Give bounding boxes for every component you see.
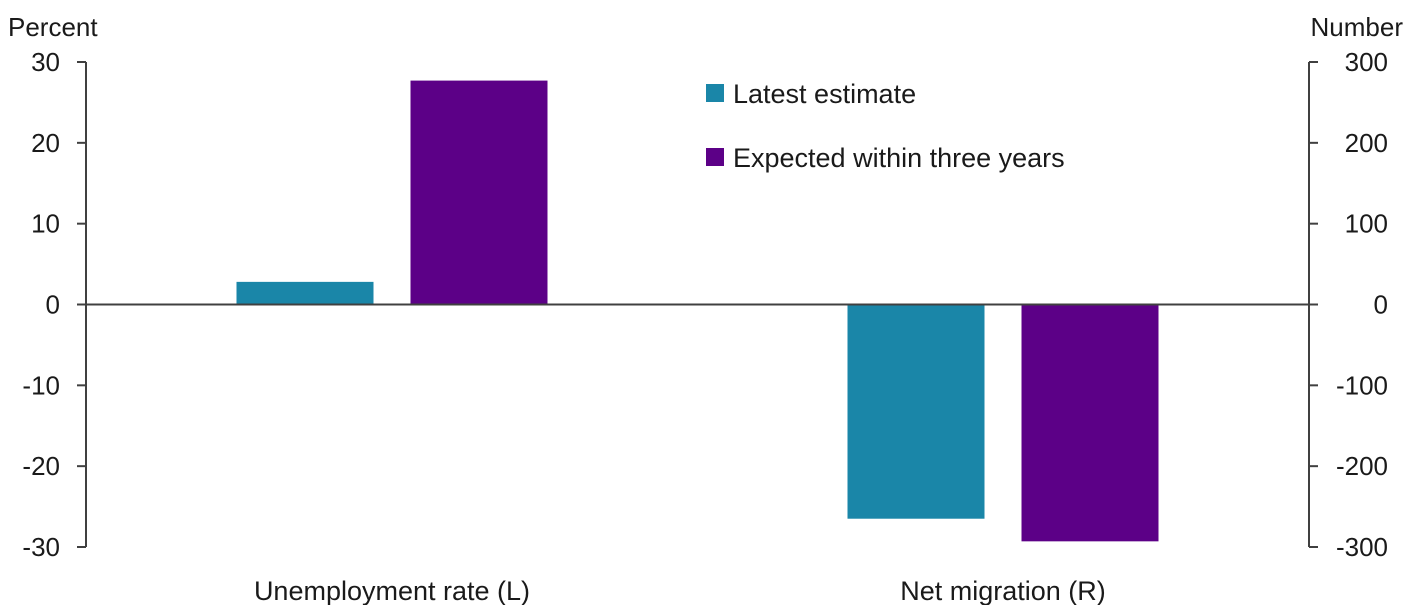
left-axis-tick-label: 30 (31, 47, 60, 77)
right-axis-tick-label: -200 (1336, 451, 1388, 481)
left-axis-tick-label: -10 (22, 370, 60, 400)
right-axis-tick-label: -100 (1336, 370, 1388, 400)
legend-swatch (706, 84, 724, 102)
right-axis-tick-label: 200 (1345, 128, 1388, 158)
left-axis-tick-label: -20 (22, 451, 60, 481)
category-label: Unemployment rate (L) (254, 576, 530, 605)
legend-swatch (706, 148, 724, 166)
legend-label: Expected within three years (733, 143, 1065, 173)
right-axis-tick-label: -300 (1336, 532, 1388, 562)
right-axis-unit-label: Number (1311, 12, 1404, 42)
bar-expected-within-three-years-unemployment-rate (410, 80, 548, 305)
left-axis-tick-label: 0 (46, 290, 60, 320)
right-axis-tick-label: 300 (1345, 47, 1388, 77)
category-labels: Unemployment rate (L) Net migration (R) (254, 576, 1106, 605)
legend-label: Latest estimate (733, 79, 916, 109)
left-axis-tick-label: -30 (22, 532, 60, 562)
bars (236, 80, 1159, 542)
left-axis-tick-label: 10 (31, 209, 60, 239)
category-label: Net migration (R) (900, 576, 1106, 605)
right-axis-tick-label: 0 (1374, 290, 1388, 320)
bar-expected-within-three-years-net-migration (1021, 304, 1159, 542)
left-axis-unit-label: Percent (8, 12, 98, 42)
left-axis-tick-label: 20 (31, 128, 60, 158)
bar-latest-estimate-unemployment-rate (236, 281, 374, 305)
right-axis-tick-label: 100 (1345, 209, 1388, 239)
bar-latest-estimate-net-migration (847, 304, 985, 519)
legend: Latest estimate Expected within three yea… (706, 79, 1065, 173)
